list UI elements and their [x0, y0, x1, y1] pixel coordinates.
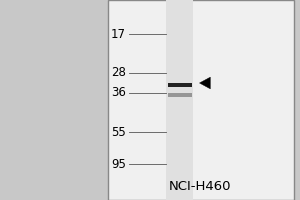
Text: 17: 17	[111, 27, 126, 40]
FancyBboxPatch shape	[168, 83, 192, 87]
FancyBboxPatch shape	[108, 0, 294, 200]
FancyBboxPatch shape	[167, 0, 194, 200]
Text: NCI-H460: NCI-H460	[168, 180, 231, 192]
Polygon shape	[200, 77, 210, 89]
Text: 28: 28	[111, 66, 126, 79]
Text: 36: 36	[111, 86, 126, 99]
FancyBboxPatch shape	[168, 93, 192, 97]
Text: 55: 55	[111, 126, 126, 138]
Text: 95: 95	[111, 158, 126, 170]
